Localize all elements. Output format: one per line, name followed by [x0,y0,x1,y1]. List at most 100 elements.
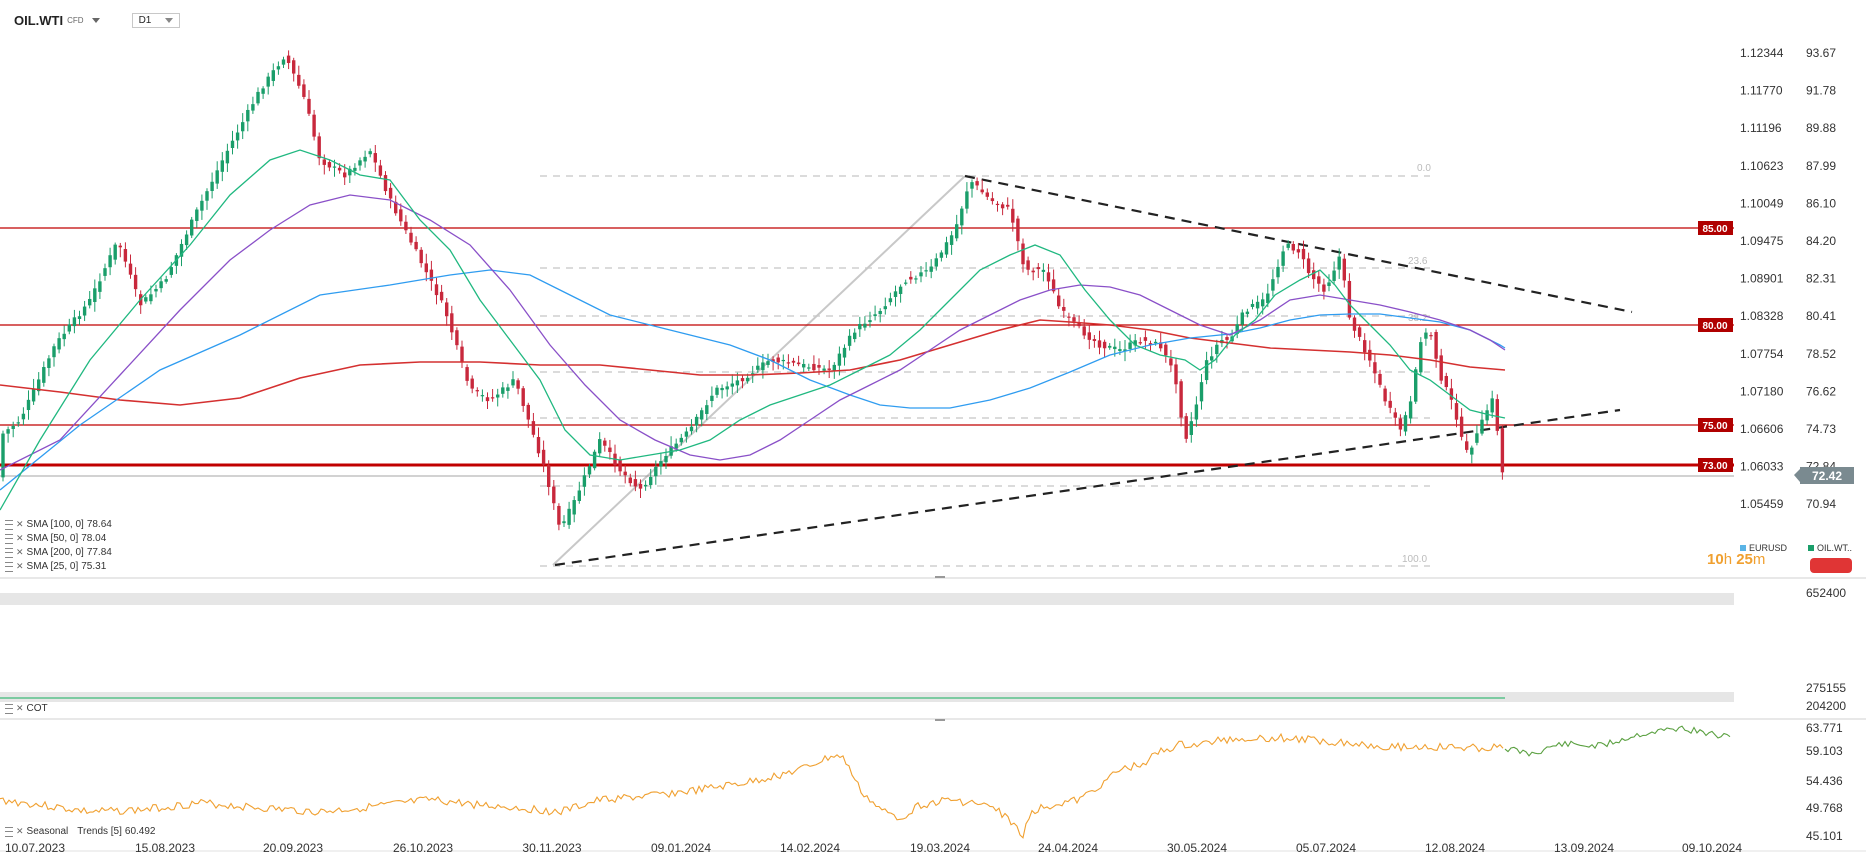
candle-body [31,388,36,402]
level-label-bg [1698,418,1733,432]
candle-body [1138,342,1142,344]
cot-axis-label: 204200 [1806,699,1846,713]
oil-price-pill[interactable] [1810,558,1852,573]
candle-body [322,159,326,165]
indicator-legend-sma25[interactable]: ✕ SMA [25, 0] 75.31 [5,561,106,572]
candle-body [720,387,724,391]
close-icon[interactable]: ✕ [16,561,24,571]
cot-legend[interactable]: ✕ COT [5,703,48,714]
close-icon[interactable]: ✕ [16,547,24,557]
y2-tick-label: 1.11770 [1740,84,1783,98]
candle-body [1470,447,1474,455]
candle-body [1184,416,1188,439]
candle-body [751,373,755,375]
level-label: 75.00 [1702,421,1727,432]
y-tick-label: 89.88 [1806,121,1836,135]
candle-body [1133,340,1137,346]
candle-body [220,160,224,172]
fib-label: 23.6 [1408,256,1428,267]
candle-body [470,378,474,389]
candle-body [1225,337,1229,340]
x-tick-label: 30.05.2024 [1167,841,1227,855]
seasonal-axis-label: 45.101 [1806,829,1843,843]
candle-body [256,91,260,104]
candle-body [1092,339,1097,342]
candle-body [679,437,683,443]
candle-body [1097,340,1102,348]
candle-body [623,471,627,476]
candle-body [1261,299,1265,307]
candle-body [1245,311,1250,315]
compare-legend-oil[interactable]: OIL.WT.. [1808,543,1852,553]
candle-body [812,363,816,371]
candle-body [842,347,847,358]
candle-body [1,433,5,478]
candle-body [965,191,969,209]
candle-body [725,386,729,390]
indicator-menu-icon[interactable] [5,547,13,558]
candle-body [1082,326,1086,336]
candle-body [42,367,46,383]
candle-body [521,388,525,406]
candle-body [409,232,413,243]
candle-body [378,165,383,176]
indicator-menu-icon[interactable] [5,826,13,837]
panel-resize-handle [935,576,945,578]
candle-body [873,314,877,317]
candle-body [1352,317,1357,331]
y-tick-label: 91.78 [1806,84,1836,98]
compare-legend-eurusd[interactable]: EURUSD [1740,543,1787,553]
candle-body [1306,258,1311,274]
candle-body [399,209,403,222]
level-label: 85.00 [1702,224,1727,235]
indicator-menu-icon[interactable] [5,519,13,530]
indicator-menu-icon[interactable] [5,561,13,572]
candle-body [1368,349,1372,361]
indicator-value: 75.31 [81,561,107,572]
candle-body [705,405,709,415]
indicator-menu-icon[interactable] [5,703,13,714]
candle-body [37,379,41,392]
candle-body [1378,373,1382,385]
candle-body [302,84,306,97]
candle-body [1169,358,1173,366]
candle-body [562,521,566,524]
candle-body [343,172,347,178]
candle-body [1429,335,1433,337]
candle-body [373,153,377,163]
candle-body [618,459,622,472]
candle-body [924,270,928,272]
seasonal-legend[interactable]: ✕ Seasonal Trends [5] 60.492 [5,826,156,837]
indicator-legend-sma50[interactable]: ✕ SMA [50, 0] 78.04 [5,533,106,544]
candle-body [1490,398,1494,413]
candle-body [52,346,56,358]
candle-body [995,203,1000,206]
candle-body [485,397,490,402]
timeframe-select[interactable]: D1 [131,12,181,28]
indicator-menu-icon[interactable] [5,533,13,544]
candle-body [195,209,199,221]
close-icon[interactable]: ✕ [16,533,24,543]
candle-body [368,151,372,155]
timeframe-value: D1 [138,14,152,26]
close-icon[interactable]: ✕ [16,826,24,836]
close-icon[interactable]: ✕ [16,703,24,713]
candle-body [465,367,469,381]
candle-body [26,399,31,411]
chart-header: OIL.WTI CFD D1 [14,10,181,30]
candle-body [919,272,923,277]
candle-body [536,436,541,454]
candle-body [480,395,485,397]
close-icon[interactable]: ✕ [16,519,24,529]
indicator-legend-sma200[interactable]: ✕ SMA [200, 0] 77.84 [5,547,112,558]
candle-body [128,263,133,275]
candle-body [608,447,612,453]
indicator-legend-sma100[interactable]: ✕ SMA [100, 0] 78.64 [5,519,112,530]
candle-body [970,182,974,189]
candle-body [215,170,219,184]
candle-body [531,421,536,435]
symbol-dropdown-icon[interactable] [91,17,100,23]
candle-body [796,362,801,365]
symbol-name[interactable]: OIL.WTI [14,12,64,28]
